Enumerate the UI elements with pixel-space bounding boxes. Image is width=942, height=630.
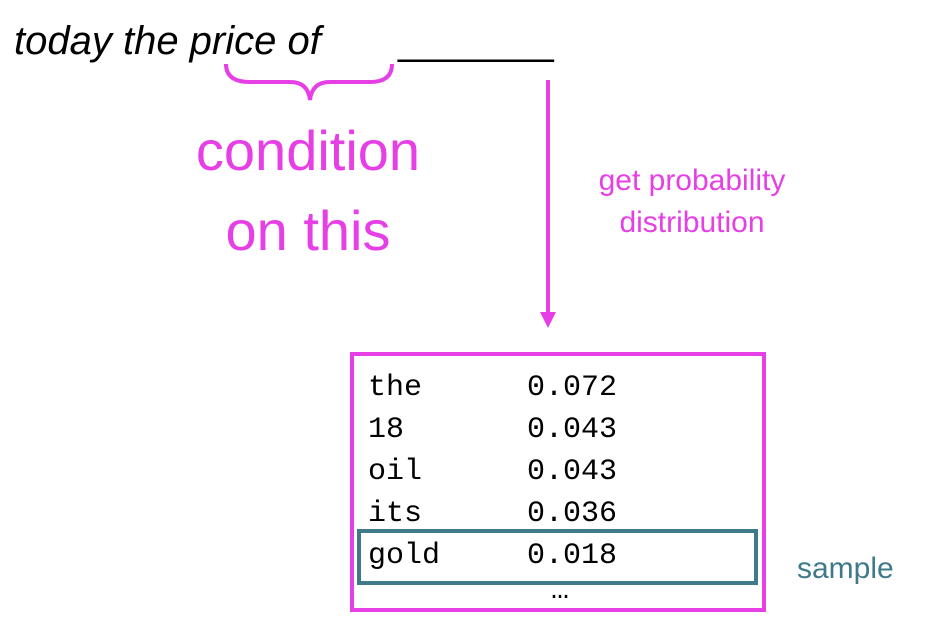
probability: 0.018 <box>527 539 617 573</box>
sentence: today the price of <box>14 19 325 63</box>
arrow-label: get probability <box>599 164 786 197</box>
probability: 0.043 <box>527 455 617 489</box>
ellipsis: … <box>551 574 569 608</box>
arrow-head <box>540 312 556 328</box>
sample-highlight <box>357 529 758 585</box>
token: 18 <box>368 413 404 447</box>
sentence-blank: _______ <box>397 19 554 63</box>
probability: 0.036 <box>527 497 617 531</box>
condition-label: on this <box>226 199 391 262</box>
table: the 0.072 18 0.043 oil 0.043 its 0.036 gold 0.018 <box>368 371 617 573</box>
arrow-label: distribution <box>619 206 764 239</box>
token: gold <box>368 539 440 573</box>
token: its <box>368 497 422 531</box>
probability: 0.043 <box>527 413 617 447</box>
token: oil <box>368 455 422 489</box>
distribution-box <box>350 352 766 612</box>
condition-label: condition <box>196 119 420 182</box>
brace <box>224 63 394 101</box>
probability: 0.072 <box>527 371 617 405</box>
sample-label: sample <box>797 552 894 585</box>
token: the <box>368 371 422 405</box>
